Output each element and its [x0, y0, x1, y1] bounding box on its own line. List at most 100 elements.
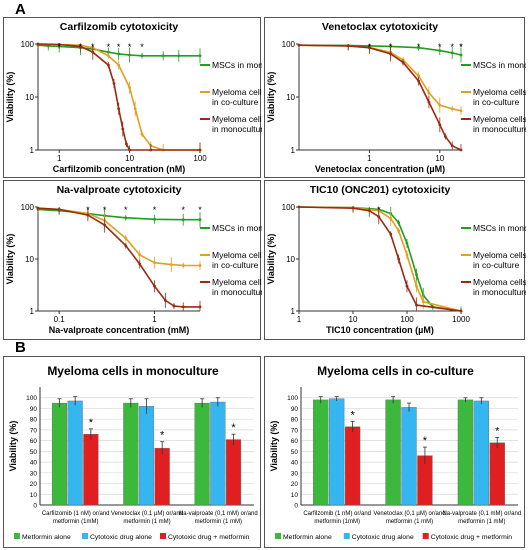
chart-title: TIC10 (ONC201) cytotoxicity: [310, 184, 451, 196]
significance-star: *: [450, 42, 454, 52]
legend-line: Myeloma cells: [473, 114, 526, 124]
data-point: [389, 217, 393, 220]
legend-line: Myeloma cells: [473, 87, 526, 97]
legend-line: Myeloma cells: [212, 87, 262, 97]
significance-star: *: [438, 42, 442, 52]
data-point: [36, 206, 40, 210]
y-tick-label: 100: [282, 203, 296, 212]
y-tick-label: 90: [291, 406, 299, 413]
chart-title: Na-valproate cytotoxicity: [57, 184, 182, 196]
legend-entry: Cytotoxic drug + metformin: [168, 534, 250, 541]
category-line: metformin (1mM): [314, 519, 360, 525]
significance-star: *: [231, 422, 236, 434]
significance-star: *: [57, 42, 61, 52]
category-line: Na-valproate (0,1 mM) or/and: [179, 511, 258, 517]
legend-line: in monoculture: [473, 287, 526, 297]
category-label: Na-valproate (0,1 mM) or/and metformin (1…: [179, 511, 258, 525]
legend-entry: Myeloma cells in co-culture: [473, 87, 526, 107]
category-line: metformin (1 mM): [195, 519, 242, 525]
y-tick-label: 10: [291, 492, 299, 499]
bar-1: [138, 406, 155, 506]
y-tick-label: 1: [30, 307, 35, 316]
significance-star: *: [86, 205, 90, 215]
y-tick-label: 1: [291, 307, 296, 316]
bar-0: [457, 399, 474, 506]
data-point: [405, 284, 409, 288]
y-tick-label: 50: [291, 449, 299, 456]
significance-star: *: [389, 42, 393, 52]
data-point: [140, 54, 144, 58]
legend-entry: Cytotoxic drug alone: [90, 534, 152, 541]
x-tick-label: 10: [125, 154, 134, 163]
carfilzomib-chart: Carfilzomib cytotoxicity Carfilzomib conc…: [3, 17, 262, 178]
x-tick-label: 1: [57, 154, 62, 163]
x-tick-label: 1: [367, 154, 372, 163]
significance-star: *: [423, 435, 428, 447]
significance-star: *: [198, 205, 202, 215]
series-line-0: [37, 208, 200, 221]
series-line-1: [37, 43, 200, 151]
y-tick-label: 1: [291, 146, 296, 155]
data-point: [161, 54, 165, 58]
data-point: [107, 54, 110, 58]
legend-entry: MSCs in monoculture: [212, 60, 262, 70]
data-point: [438, 49, 442, 53]
data-point: [450, 107, 454, 111]
data-point: [443, 135, 447, 138]
data-point: [415, 303, 418, 307]
data-point: [405, 241, 409, 245]
y-axis-label: Viability (%): [266, 72, 276, 123]
data-point: [459, 109, 463, 113]
y-tick-label: 100: [287, 395, 298, 402]
category-line: Carfilzomib (1 nM) or/and: [303, 511, 371, 517]
y-tick-label: 100: [21, 40, 35, 49]
data-point: [297, 43, 301, 47]
series-line-0: [37, 44, 200, 57]
data-point: [149, 148, 153, 152]
y-tick-label: 0: [294, 503, 298, 510]
data-point: [181, 218, 185, 222]
legend-entry: Metformin alone: [22, 534, 71, 541]
bar-0: [385, 399, 401, 506]
series-line-2: [298, 44, 462, 151]
y-tick-label: 60: [30, 438, 38, 445]
y-tick-label: 30: [291, 470, 299, 477]
legend-entry: Myeloma cells in co-culture: [473, 250, 526, 270]
y-tick-label: 20: [291, 481, 299, 488]
x-tick-label: 10: [349, 315, 358, 324]
data-point: [138, 253, 142, 257]
data-point: [438, 123, 442, 127]
data-point: [177, 54, 181, 58]
y-tick-label: 10: [30, 492, 38, 499]
data-point: [346, 44, 350, 48]
y-tick-label: 90: [30, 406, 38, 413]
data-point: [415, 284, 418, 288]
data-point: [297, 205, 301, 209]
x-axis-label: Carfilzomib concentration (nM): [53, 164, 186, 174]
tic10-chart: TIC10 (ONC201) cytotoxicity TIC10 concent…: [264, 180, 526, 340]
significance-star: *: [495, 425, 500, 437]
data-point: [351, 206, 355, 210]
legend-entry: MSCs in monoculture: [473, 223, 526, 233]
data-point: [459, 53, 463, 57]
y-tick-label: 0: [33, 503, 37, 510]
series-line-1: [298, 44, 462, 112]
section-label-a: A: [15, 1, 26, 18]
data-point: [124, 142, 128, 146]
data-point: [198, 305, 202, 309]
data-point: [46, 44, 50, 48]
y-tick-label: 10: [25, 255, 34, 264]
significance-star: *: [377, 205, 381, 215]
legend-line: Myeloma cells: [212, 277, 262, 287]
legend-line: in monoculture: [212, 124, 262, 134]
series-line-0: [298, 206, 462, 312]
chart-title: Carfilzomib cytotoxicity: [60, 21, 179, 33]
significance-star: *: [459, 42, 463, 52]
data-point: [117, 107, 121, 111]
monoculture-bar-chart: Myeloma cells in monoculture Viability (%…: [3, 356, 261, 548]
coculture-bar-chart: Myeloma cells in co-culture Viability (%)…: [264, 356, 525, 548]
y-tick-label: 70: [291, 427, 299, 434]
legend-entry: MSCs in monoculture: [473, 60, 526, 70]
bar-1: [329, 398, 345, 506]
data-point: [153, 284, 156, 288]
